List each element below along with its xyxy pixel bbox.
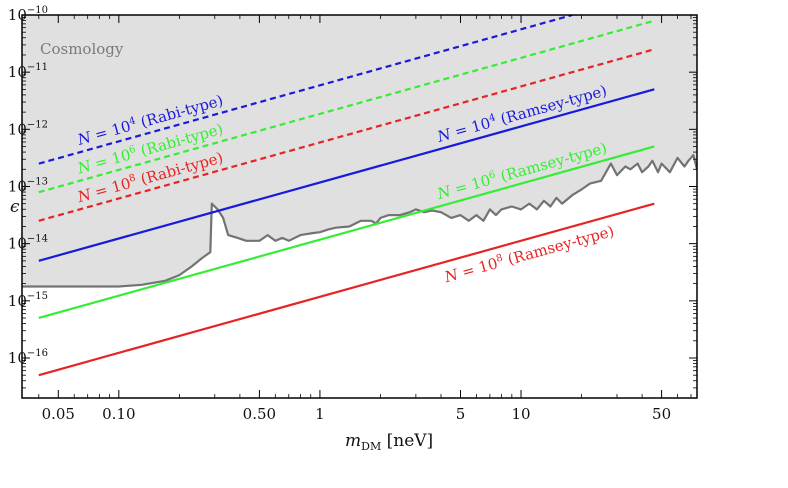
x-axis-title: mDM [neV] [345, 431, 433, 453]
region-boundary [22, 154, 697, 288]
series-line-5 [38, 202, 655, 377]
x-axis-ticks: 0.05 0.10 0.50 1 5 10 50 [38, 15, 692, 423]
x-tick-label-4: 5 [456, 405, 466, 423]
y-tick-label-2: 10−12 [8, 119, 48, 138]
y-axis-ticks: 10−10 10−11 10−12 10−13 10−14 10−15 10−16 [8, 5, 697, 399]
x-tick-label-1: 0.10 [102, 405, 135, 423]
series-label-text: N = 108 (Ramsey-type) [442, 222, 616, 287]
x-tick-label-0: 0.05 [42, 405, 75, 423]
series-line-4 [38, 145, 655, 320]
x-tick-label-3: 1 [315, 405, 325, 423]
x-tick-label-6: 50 [652, 405, 671, 423]
plot-frame [21, 14, 698, 399]
series-lines [38, 15, 655, 377]
y-tick-label-4: 10−14 [8, 234, 48, 253]
y-tick-label-1: 10−11 [8, 62, 48, 81]
series-line-1 [38, 19, 655, 194]
series-line-0 [38, 15, 573, 165]
x-axis-title-main: m [345, 431, 361, 451]
series-label-5: N = 108 (Ramsey-type) [442, 222, 616, 287]
x-axis-title-unit: [neV] [381, 431, 433, 451]
x-axis-title-sub: DM [361, 440, 381, 453]
y-tick-label-0: 10−10 [8, 5, 48, 24]
series-line-2 [38, 48, 655, 222]
x-tick-label-2: 0.50 [243, 405, 276, 423]
region-label: Cosmology [40, 40, 124, 58]
series-line-3 [38, 88, 655, 262]
y-axis-title: ϵ [10, 197, 20, 217]
y-tick-label-6: 10−16 [8, 348, 48, 367]
x-tick-label-5: 10 [511, 405, 530, 423]
plot-border [21, 14, 698, 399]
y-tick-label-5: 10−15 [8, 291, 48, 310]
y-tick-label-3: 10−13 [8, 176, 48, 195]
